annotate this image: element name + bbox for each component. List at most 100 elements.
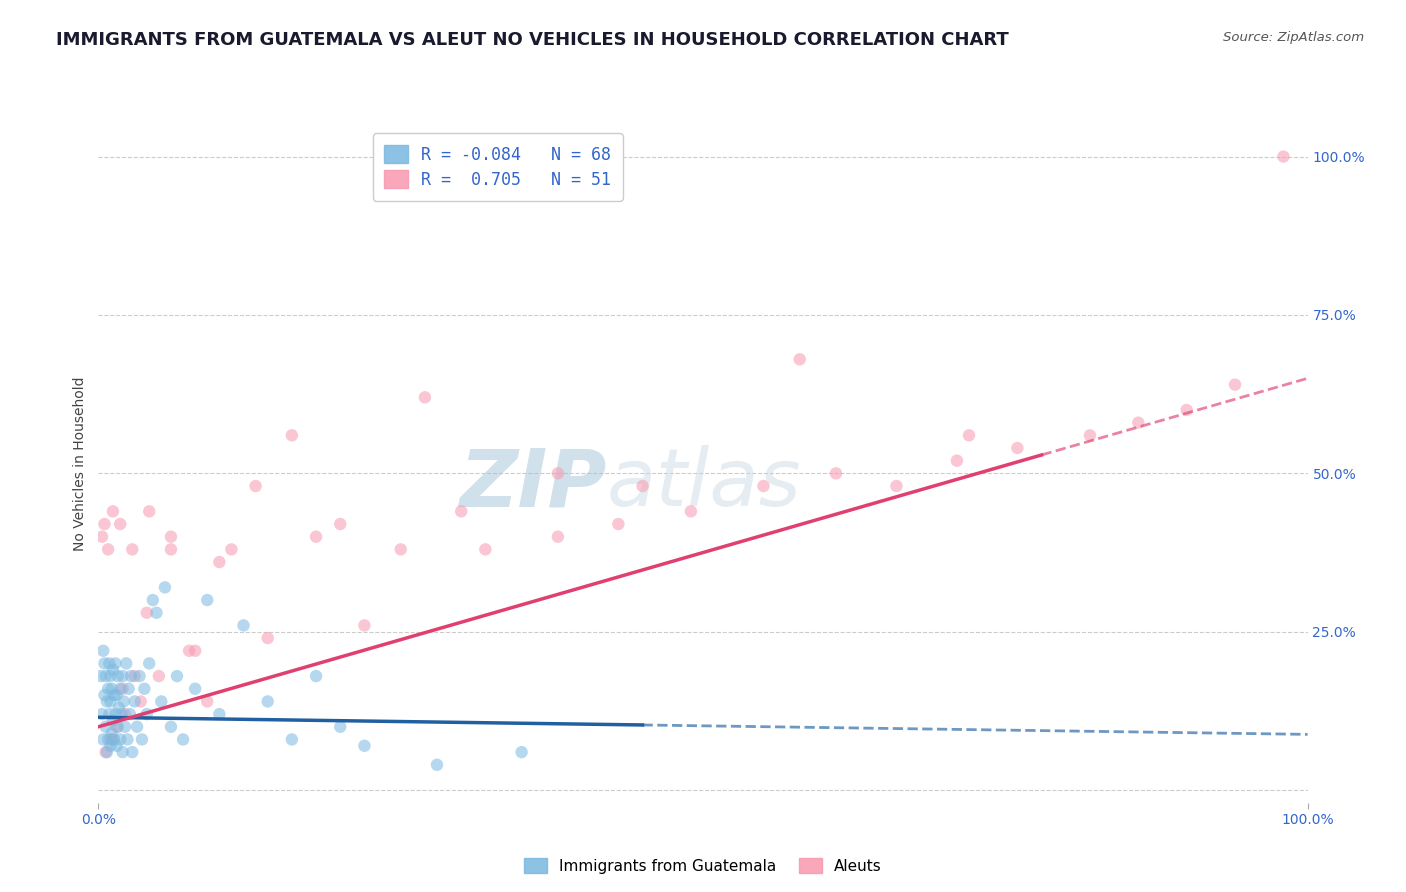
Point: [91, 707, 114, 722]
Point: [120, 669, 142, 683]
Point: [450, 504, 472, 518]
Point: [128, 669, 150, 683]
Point: [135, 707, 157, 722]
Point: [101, 732, 124, 747]
Point: [100, 732, 122, 747]
Point: [124, 669, 146, 683]
Point: [121, 542, 143, 557]
Point: [91, 732, 114, 747]
Point: [184, 681, 207, 696]
Point: [91, 530, 114, 544]
Point: [160, 720, 183, 734]
Point: [94, 745, 117, 759]
Point: [166, 669, 188, 683]
Point: [135, 606, 157, 620]
Point: [221, 542, 243, 557]
Text: Source: ZipAtlas.com: Source: ZipAtlas.com: [1223, 31, 1364, 45]
Point: [1078, 428, 1101, 442]
Point: [96, 694, 118, 708]
Point: [752, 479, 775, 493]
Point: [117, 732, 139, 747]
Point: [1007, 441, 1029, 455]
Point: [142, 593, 165, 607]
Point: [91, 644, 114, 658]
Point: [1223, 377, 1246, 392]
Point: [108, 516, 131, 531]
Point: [103, 688, 125, 702]
Point: [138, 504, 160, 518]
Point: [245, 479, 267, 493]
Point: [108, 681, 131, 696]
Point: [195, 593, 218, 607]
Point: [118, 681, 141, 696]
Point: [105, 720, 128, 734]
Point: [100, 681, 122, 696]
Point: [100, 669, 122, 683]
Point: [389, 542, 412, 557]
Point: [160, 542, 183, 557]
Point: [607, 516, 630, 531]
Point: [108, 700, 131, 714]
Point: [886, 479, 908, 493]
Point: [90, 669, 112, 683]
Point: [96, 745, 118, 759]
Point: [98, 657, 121, 671]
Point: [946, 453, 969, 467]
Text: IMMIGRANTS FROM GUATEMALA VS ALEUT NO VEHICLES IN HOUSEHOLD CORRELATION CHART: IMMIGRANTS FROM GUATEMALA VS ALEUT NO VE…: [56, 31, 1010, 49]
Point: [1175, 403, 1198, 417]
Point: [547, 467, 569, 481]
Point: [131, 732, 153, 747]
Point: [101, 714, 124, 728]
Point: [679, 504, 702, 518]
Point: [101, 504, 124, 518]
Point: [129, 694, 152, 708]
Point: [134, 681, 156, 696]
Point: [353, 618, 375, 632]
Point: [115, 657, 138, 671]
Point: [104, 707, 127, 722]
Point: [97, 681, 120, 696]
Point: [547, 530, 569, 544]
Point: [124, 694, 146, 708]
Point: [232, 618, 254, 632]
Point: [111, 745, 134, 759]
Point: [160, 530, 183, 544]
Point: [114, 707, 136, 722]
Point: [93, 516, 115, 531]
Point: [256, 694, 278, 708]
Point: [97, 732, 120, 747]
Point: [413, 390, 436, 404]
Point: [256, 631, 278, 645]
Point: [208, 555, 231, 569]
Point: [93, 688, 115, 702]
Point: [100, 739, 122, 753]
Point: [329, 720, 352, 734]
Point: [105, 688, 128, 702]
Point: [101, 663, 124, 677]
Point: [94, 669, 117, 683]
Point: [93, 657, 115, 671]
Point: [172, 732, 194, 747]
Point: [150, 694, 173, 708]
Point: [426, 757, 449, 772]
Point: [107, 669, 129, 683]
Point: [103, 732, 125, 747]
Point: [789, 352, 811, 367]
Text: atlas: atlas: [606, 445, 801, 524]
Point: [121, 745, 143, 759]
Point: [110, 707, 132, 722]
Point: [305, 669, 328, 683]
Legend: Immigrants from Guatemala, Aleuts: Immigrants from Guatemala, Aleuts: [517, 852, 889, 880]
Point: [105, 739, 128, 753]
Point: [138, 657, 160, 671]
Point: [957, 428, 980, 442]
Point: [100, 726, 122, 740]
Point: [111, 669, 134, 683]
Point: [631, 479, 654, 493]
Y-axis label: No Vehicles in Household: No Vehicles in Household: [73, 376, 87, 551]
Point: [98, 707, 121, 722]
Point: [100, 694, 122, 708]
Text: ZIP: ZIP: [458, 445, 606, 524]
Point: [281, 732, 304, 747]
Point: [195, 694, 218, 708]
